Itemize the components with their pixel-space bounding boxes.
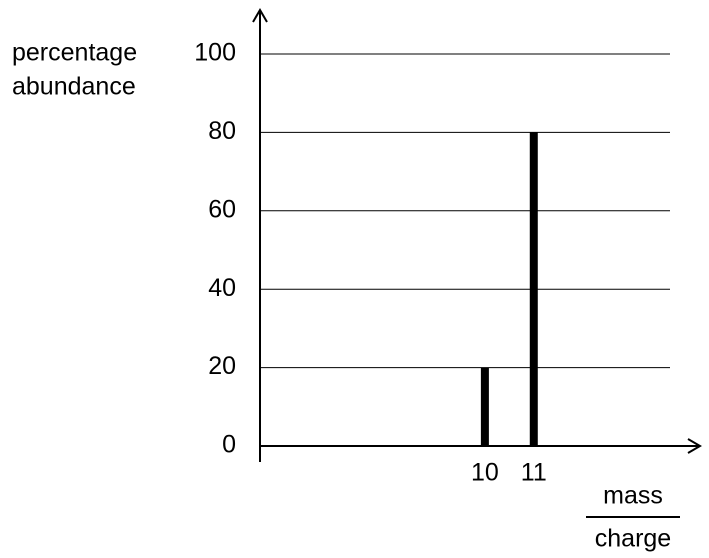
bar <box>529 132 538 446</box>
y-tick-label: 0 <box>222 431 236 459</box>
y-tick-label: 100 <box>194 39 236 67</box>
y-tick-label: 80 <box>208 117 236 145</box>
y-tick-label: 60 <box>208 195 236 223</box>
y-axis-label: percentage <box>12 39 137 67</box>
x-axis-label: mass <box>603 482 663 510</box>
y-tick-label: 40 <box>208 274 236 302</box>
x-axis-arrow <box>687 438 702 454</box>
x-axis-label: charge <box>595 525 671 553</box>
y-axis-label: abundance <box>12 73 136 101</box>
y-tick-label: 20 <box>208 352 236 380</box>
y-axis-arrow <box>252 8 268 23</box>
x-tick-label: 10 <box>471 459 499 487</box>
bar <box>480 367 489 446</box>
x-tick-label: 11 <box>521 459 547 487</box>
